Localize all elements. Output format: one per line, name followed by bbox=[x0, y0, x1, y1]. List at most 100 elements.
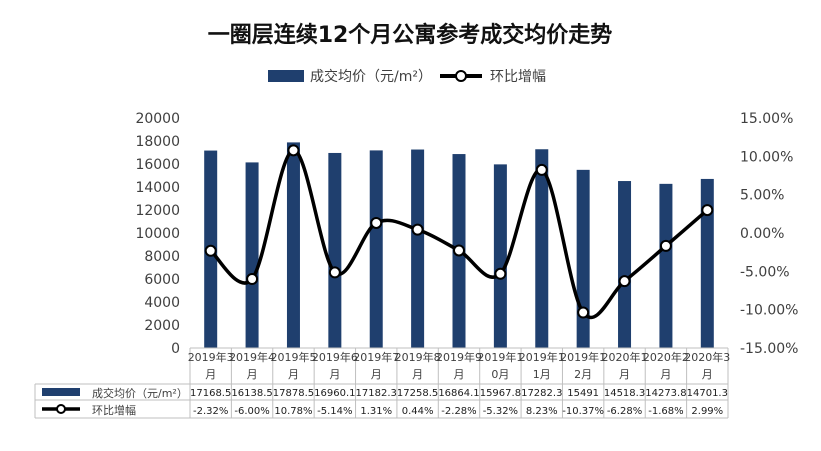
right-axis: -15.00% -10.00% -5.00% 0.00% 5.00% 10.00% 15.0… bbox=[740, 111, 798, 357]
line-data-label: -2.28% bbox=[441, 406, 476, 417]
bar-data-label: 14518.3 bbox=[604, 388, 645, 399]
left-axis-tick-label: 6000 bbox=[144, 272, 180, 288]
category-label: 2019年1 bbox=[477, 350, 523, 364]
left-axis-tick-label: 20000 bbox=[135, 111, 180, 127]
line-marker bbox=[411, 223, 424, 236]
category-label: 2019年6 bbox=[312, 350, 358, 364]
category-label: 月 bbox=[412, 368, 423, 381]
bar-data-label: 14701.3 bbox=[687, 388, 728, 399]
line-marker bbox=[370, 216, 383, 229]
right-axis-tick-label: -5.00% bbox=[740, 264, 790, 280]
category-label: 2020年1 bbox=[602, 350, 648, 364]
line-marker bbox=[328, 266, 341, 279]
bar-data-label: 17182.3 bbox=[356, 388, 397, 399]
category-label: 1月 bbox=[533, 368, 551, 381]
category-label: 2月 bbox=[574, 368, 592, 381]
line-marker bbox=[287, 144, 300, 157]
line-marker bbox=[535, 163, 548, 176]
left-axis-tick-label: 8000 bbox=[144, 249, 180, 265]
category-label: 2019年1 bbox=[519, 350, 565, 364]
line-data-label: -5.14% bbox=[317, 406, 352, 417]
left-axis-tick-label: 10000 bbox=[135, 226, 180, 242]
category-label: 月 bbox=[660, 368, 671, 381]
line-data-label: -2.32% bbox=[193, 406, 228, 417]
bar-data-label: 17258.5 bbox=[397, 388, 438, 399]
table-row-label: 环比增幅 bbox=[92, 403, 136, 417]
bar-data-label: 16864.1 bbox=[438, 388, 479, 399]
bar-data-label: 16960.1 bbox=[314, 388, 355, 399]
left-axis-tick-label: 14000 bbox=[135, 180, 180, 196]
category-label: 月 bbox=[702, 368, 713, 381]
line-marker bbox=[246, 273, 259, 285]
line-marker bbox=[659, 239, 672, 252]
category-label: 月 bbox=[288, 368, 299, 381]
bar-data-label: 16138.5 bbox=[231, 388, 272, 399]
bar bbox=[411, 149, 425, 348]
line-data-label: 8.23% bbox=[526, 406, 558, 417]
right-axis-tick-label: -15.00% bbox=[740, 341, 798, 357]
line-marker bbox=[453, 244, 465, 257]
line-marker bbox=[494, 267, 507, 280]
data-table: 2019年3 月 2019年4 月 2019年5 月 2019年6 月 2019年7 月 2019年… bbox=[34, 347, 730, 419]
line-data-label: -1.68% bbox=[648, 406, 683, 417]
category-label: 月 bbox=[619, 368, 630, 381]
left-axis: 0 2000 4000 6000 8000 10000 12000 14000 16000 180… bbox=[135, 111, 180, 357]
line-marker bbox=[577, 306, 590, 319]
bar-data-label: 15491 bbox=[567, 388, 599, 399]
left-axis-tick-label: 4000 bbox=[144, 295, 180, 311]
bar bbox=[286, 142, 300, 348]
category-label: 2020年2 bbox=[643, 350, 689, 364]
left-axis-tick-label: 0 bbox=[171, 341, 180, 357]
bar bbox=[618, 181, 632, 348]
left-axis-tick-label: 12000 bbox=[135, 203, 180, 219]
category-label: 2019年9 bbox=[436, 350, 482, 364]
category-label: 2019年5 bbox=[270, 350, 316, 364]
category-label: 2019年7 bbox=[353, 350, 399, 364]
right-axis-tick-label: 10.00% bbox=[740, 149, 793, 165]
bar bbox=[535, 149, 549, 348]
bar bbox=[328, 152, 342, 348]
right-axis-tick-label: 5.00% bbox=[740, 188, 784, 204]
legend: 成交均价（元/m²） 环比增幅 bbox=[268, 68, 546, 85]
bar bbox=[245, 162, 259, 348]
category-label: 2019年1 bbox=[560, 350, 606, 364]
line-data-label: -5.32% bbox=[483, 406, 518, 417]
bar bbox=[700, 178, 714, 348]
table-row-label: 成交均价（元/m²） bbox=[92, 386, 188, 400]
line-marker bbox=[701, 204, 714, 217]
bar bbox=[576, 169, 590, 348]
legend-line-marker bbox=[455, 70, 467, 82]
line-data-label: 2.99% bbox=[691, 406, 723, 417]
line-data-label: 0.44% bbox=[402, 406, 434, 417]
line-series bbox=[204, 144, 714, 320]
chart-title: 一圈层连续12个月公寓参考成交均价走势 bbox=[208, 22, 613, 48]
bar-data-label: 17282.3 bbox=[521, 388, 562, 399]
category-label: 2019年8 bbox=[395, 350, 441, 364]
right-axis-tick-label: 0.00% bbox=[740, 226, 784, 242]
right-axis-tick-label: 15.00% bbox=[740, 111, 793, 127]
line-marker bbox=[618, 275, 631, 288]
bar-data-label: 15967.8 bbox=[480, 388, 521, 399]
line-data-label: 10.78% bbox=[274, 406, 312, 417]
left-axis-tick-label: 2000 bbox=[144, 318, 180, 334]
line-marker bbox=[204, 244, 217, 257]
line-data-label: -6.00% bbox=[234, 406, 269, 417]
category-label: 2019年3 bbox=[188, 350, 234, 364]
category-label: 2019年4 bbox=[229, 350, 275, 364]
bar bbox=[659, 183, 673, 348]
left-axis-tick-label: 16000 bbox=[135, 157, 180, 173]
category-label: 月 bbox=[454, 368, 465, 381]
table-bar-key bbox=[42, 388, 80, 396]
line-data-label: -6.28% bbox=[607, 406, 642, 417]
category-label: 2020年3 bbox=[684, 350, 730, 364]
category-label: 0月 bbox=[491, 368, 509, 381]
right-axis-tick-label: -10.00% bbox=[740, 303, 798, 319]
legend-line-label: 环比增幅 bbox=[490, 69, 546, 85]
legend-bar-label: 成交均价（元/m²） bbox=[310, 68, 432, 85]
category-label: 月 bbox=[329, 368, 340, 381]
category-label: 月 bbox=[247, 368, 258, 381]
left-axis-tick-label: 18000 bbox=[135, 134, 180, 150]
bar-data-label: 14273.8 bbox=[645, 388, 686, 399]
bar bbox=[493, 164, 507, 348]
